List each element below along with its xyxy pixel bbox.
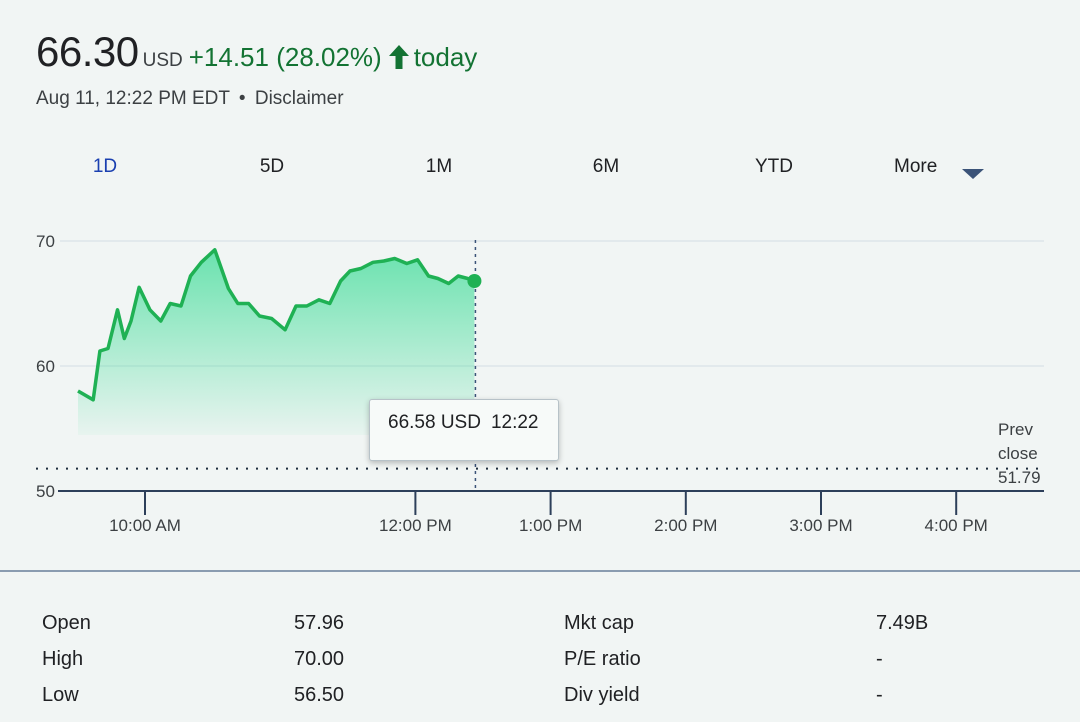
- stat-label-mkt-cap: Mkt cap: [564, 612, 635, 634]
- x-tick-label: 3:00 PM: [789, 516, 852, 535]
- price-line: [77, 248, 476, 402]
- tooltip-price: 66.58 USD: [388, 412, 481, 433]
- tab-1m[interactable]: 1M: [425, 156, 453, 177]
- current-point-marker: [467, 274, 482, 288]
- tab-1d[interactable]: 1D: [92, 156, 118, 177]
- price-tooltip: 66.58 USD 12:22: [369, 399, 559, 461]
- disclaimer-link[interactable]: Disclaimer: [254, 88, 344, 109]
- x-tick-label: 12:00 PM: [379, 516, 452, 535]
- stat-label-div-yield: Div yield: [564, 684, 640, 706]
- quote-timestamp: Aug 11, 12:22 PM EDT: [36, 88, 230, 109]
- x-tick-label: 1:00 PM: [519, 516, 582, 535]
- quote-subline: Aug 11, 12:22 PM EDT • Disclaimer: [36, 88, 344, 110]
- stat-value-pe-ratio: -: [876, 648, 883, 670]
- stat-value-mkt-cap: 7.49B: [876, 612, 929, 634]
- stat-label-pe-ratio: P/E ratio: [564, 648, 641, 670]
- tab-more[interactable]: More: [894, 156, 938, 177]
- prev-close-label: Prev close 51.79: [998, 418, 1041, 490]
- arrow-up-icon: [388, 45, 409, 69]
- prev-close-line1: Prev: [998, 420, 1033, 439]
- currency-label: USD: [142, 50, 183, 71]
- tab-6m[interactable]: 6M: [592, 156, 620, 177]
- current-price: 66.30: [36, 28, 139, 75]
- y-tick-label: 60: [36, 357, 55, 376]
- change-period: today: [413, 42, 478, 72]
- stat-label-low: Low: [42, 684, 79, 706]
- stat-value-div-yield: -: [876, 684, 883, 706]
- chevron-down-icon[interactable]: [962, 169, 984, 179]
- price-chart[interactable]: 50 60 70 10:00 AM 12:00 PM 1:00 PM 2:00 PM 3:00…: [0, 220, 1080, 550]
- stat-label-open: Open: [42, 612, 91, 634]
- x-tick-label: 10:00 AM: [109, 516, 181, 535]
- x-tick-label: 4:00 PM: [925, 516, 988, 535]
- x-tick-label: 2:00 PM: [654, 516, 717, 535]
- prev-close-value: 51.79: [998, 468, 1041, 487]
- stats-row: Open 57.96 Mkt cap 7.49B: [0, 612, 1080, 642]
- stats-row: High 70.00 P/E ratio -: [0, 648, 1080, 678]
- stat-label-high: High: [42, 648, 84, 670]
- stat-value-high: 70.00: [294, 648, 345, 670]
- y-tick-label: 70: [36, 232, 55, 251]
- range-tabs: 1D 5D 1M 6M YTD More: [0, 150, 1080, 190]
- tooltip-time: 12:22: [490, 412, 539, 433]
- separator-dot: •: [238, 88, 246, 109]
- section-divider: [0, 570, 1080, 572]
- stats-row: Low 56.50 Div yield -: [0, 684, 1080, 714]
- tab-ytd[interactable]: YTD: [755, 156, 793, 177]
- price-change: +14.51 (28.02%): [188, 42, 382, 72]
- stat-value-open: 57.96: [294, 612, 345, 634]
- price-area: [78, 249, 475, 435]
- y-tick-label: 50: [36, 482, 55, 501]
- quote-header: 66.30 USD +14.51 (28.02%) today: [36, 28, 477, 76]
- prev-close-line2: close: [998, 444, 1038, 463]
- tab-5d[interactable]: 5D: [259, 156, 285, 177]
- stat-value-low: 56.50: [294, 684, 345, 706]
